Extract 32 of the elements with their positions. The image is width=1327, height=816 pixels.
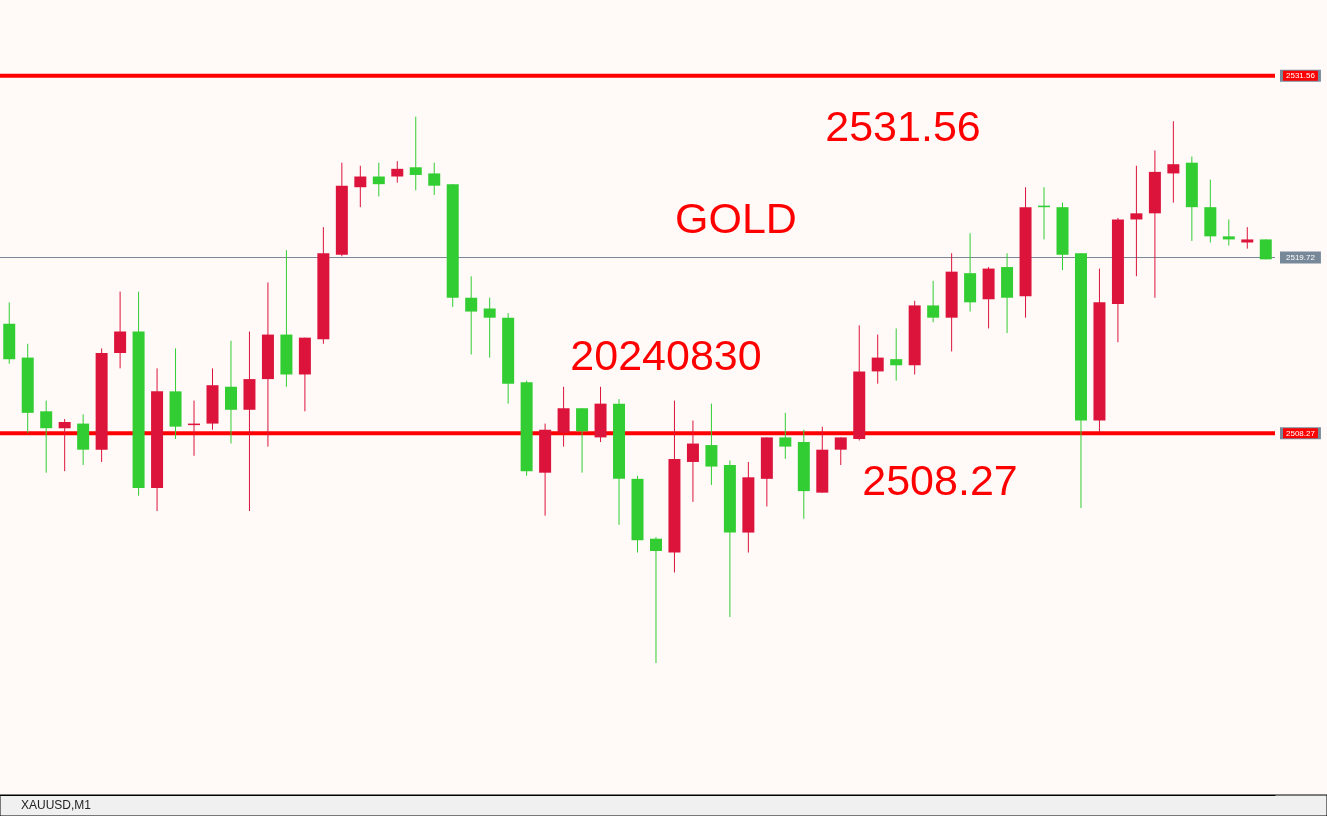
candlestick	[114, 291, 127, 369]
candlestick	[391, 160, 404, 184]
candlestick	[1130, 165, 1143, 277]
text: XAUUSD,M1	[20, 798, 92, 812]
annotation: 2531.56	[825, 102, 981, 150]
candlestick	[465, 275, 478, 356]
candlestick	[428, 162, 441, 196]
candlestick	[890, 327, 903, 382]
candlestick	[354, 165, 367, 208]
candlestick	[871, 334, 884, 385]
y-tick-label: 2508.27	[1286, 428, 1316, 438]
text: 20240830	[570, 331, 762, 379]
candlestick	[1167, 120, 1180, 204]
candlestick	[1222, 218, 1235, 247]
y-tick-label: 2531.56	[1286, 71, 1316, 81]
annotation: 2508.27	[862, 456, 1018, 504]
text: GOLD	[675, 194, 797, 242]
candlestick	[686, 420, 699, 503]
y-tick-label: 2519.72	[1286, 253, 1316, 263]
candlestick	[576, 407, 589, 474]
candlestick	[834, 436, 847, 466]
candlestick	[58, 418, 71, 472]
candlestick	[927, 280, 940, 323]
candlestick	[372, 162, 385, 197]
candlestick	[705, 403, 718, 486]
candlestick	[224, 340, 237, 445]
candlestick	[1241, 226, 1254, 250]
candlestick	[409, 116, 422, 191]
candlestick	[779, 412, 792, 460]
candlestick	[483, 297, 496, 359]
candlestick	[40, 400, 53, 474]
candlestick	[649, 536, 662, 664]
